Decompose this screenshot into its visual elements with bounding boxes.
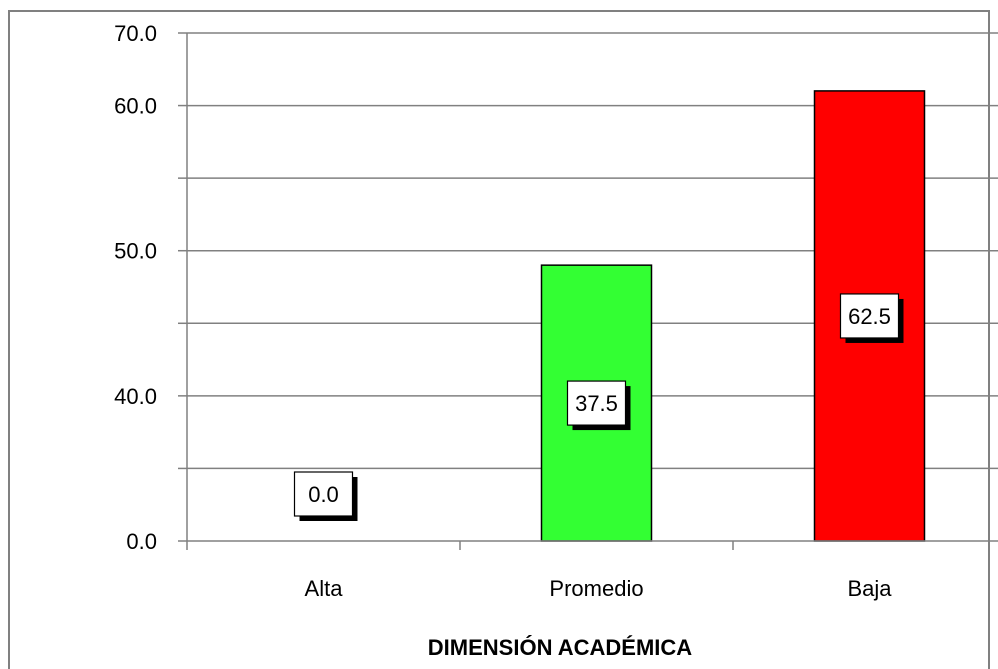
data-label-box (566, 380, 627, 426)
data-label-text: 0.0 (308, 482, 339, 507)
data-label-box (293, 471, 354, 517)
data-label-alta: 0.0 (293, 471, 358, 521)
y-tick-label: 70.0 (114, 21, 157, 46)
y-tick-label: 50.0 (114, 239, 157, 264)
y-tick-label: 60.0 (114, 94, 157, 119)
data-label-promedio: 37.5 (566, 380, 631, 431)
data-label-baja: 62.5 (839, 293, 904, 343)
y-tick-label: 40.0 (114, 384, 157, 409)
data-label-box (839, 293, 900, 339)
x-tick-label: Alta (305, 576, 344, 601)
data-label-text: 37.5 (575, 391, 618, 416)
y-tick-label: 0.0 (126, 529, 157, 554)
x-tick-label: Baja (847, 576, 892, 601)
x-tick-labels: Alta Promedio Baja (305, 576, 893, 601)
x-axis-title: DIMENSIÓN ACADÉMICA (428, 635, 693, 660)
y-tick-labels: 0.0 40.0 50.0 60.0 70.0 (114, 21, 157, 554)
data-labels: 0.0 37.5 62.5 (293, 293, 904, 521)
x-tick-label: Promedio (549, 576, 643, 601)
axes (178, 32, 998, 550)
data-label-text: 62.5 (848, 304, 891, 329)
